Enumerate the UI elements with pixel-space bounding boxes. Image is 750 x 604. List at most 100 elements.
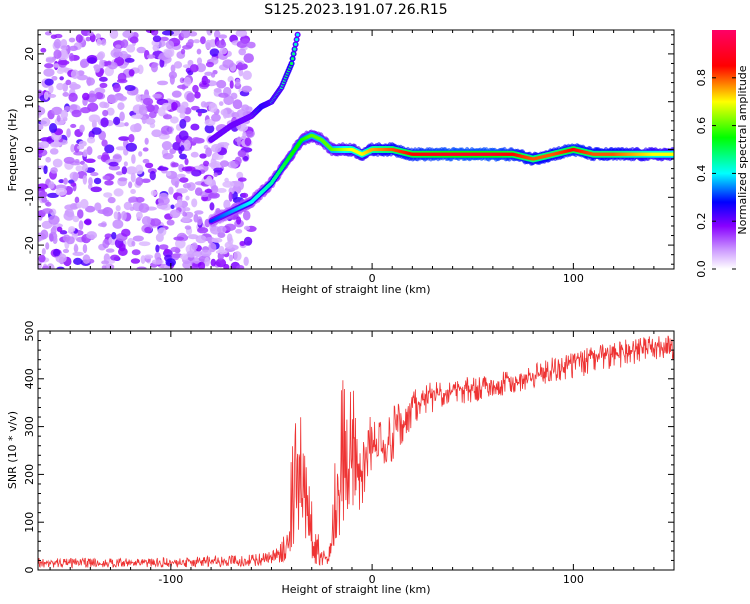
noise-blob <box>191 169 202 177</box>
noise-blob <box>69 45 78 52</box>
noise-blob <box>171 101 178 111</box>
noise-blob <box>186 250 197 258</box>
noise-blob <box>112 83 121 93</box>
noise-blob <box>158 244 169 250</box>
noise-blob <box>175 238 186 249</box>
noise-blob <box>176 173 186 178</box>
noise-blob <box>136 266 147 269</box>
noise-blob <box>209 202 215 211</box>
noise-blob <box>47 93 57 98</box>
noise-blob <box>44 31 52 36</box>
noise-blob <box>53 38 62 49</box>
x-tick-label: -100 <box>158 272 183 285</box>
snr-content <box>38 335 674 569</box>
noise-blob <box>195 108 208 114</box>
noise-blob <box>84 158 96 163</box>
noise-blob <box>228 254 234 262</box>
noise-blob <box>204 71 213 76</box>
noise-blob <box>157 106 166 117</box>
noise-blob <box>136 46 146 54</box>
noise-blob <box>138 241 151 247</box>
noise-blob <box>56 82 65 91</box>
noise-blob <box>179 153 188 160</box>
noise-blob <box>187 39 195 45</box>
noise-blob <box>243 256 249 267</box>
noise-blob <box>62 234 71 242</box>
noise-blob <box>49 148 59 155</box>
noise-blob <box>119 111 125 122</box>
noise-blob <box>131 114 143 119</box>
noise-blob <box>76 74 89 81</box>
noise-blob <box>138 151 143 157</box>
noise-blob <box>86 231 98 240</box>
noise-blob <box>217 232 226 238</box>
noise-blob <box>63 156 75 164</box>
noise-blob <box>183 76 192 87</box>
noise-blob <box>102 239 110 249</box>
noise-blob <box>190 151 199 158</box>
noise-blob <box>111 231 117 240</box>
noise-blob <box>171 162 179 168</box>
noise-blob <box>194 187 203 196</box>
branch-core <box>295 37 299 42</box>
noise-blob <box>101 38 107 46</box>
noise-blob <box>124 122 129 127</box>
noise-blob <box>39 141 50 149</box>
noise-blob <box>47 192 60 198</box>
noise-blob <box>224 223 236 232</box>
noise-blob <box>218 101 224 106</box>
noise-blob <box>166 219 175 226</box>
noise-blob <box>82 243 88 254</box>
noise-blob <box>68 37 76 43</box>
noise-blob <box>236 136 242 147</box>
noise-blob <box>80 60 88 69</box>
noise-blob <box>160 125 173 135</box>
noise-blob <box>112 219 124 229</box>
noise-blob <box>189 64 199 73</box>
noise-blob <box>170 204 175 210</box>
noise-blob <box>237 150 247 158</box>
noise-blob <box>117 102 125 111</box>
noise-blob <box>43 91 49 100</box>
noise-blob <box>52 158 63 168</box>
noise-blob <box>205 147 212 158</box>
noise-blob <box>203 160 210 167</box>
noise-blob <box>97 209 110 215</box>
noise-blob <box>237 61 244 71</box>
noise-blob <box>63 106 71 112</box>
noise-blob <box>223 199 231 210</box>
noise-blob <box>48 181 55 190</box>
noise-blob <box>181 101 189 109</box>
noise-blob <box>135 164 144 175</box>
noise-blob <box>96 52 104 61</box>
noise-blob <box>222 59 234 69</box>
noise-blob <box>118 136 130 141</box>
noise-blob <box>76 201 83 209</box>
noise-blob <box>146 104 155 113</box>
noise-blob <box>108 161 119 167</box>
noise-blob <box>204 178 213 185</box>
noise-blob <box>246 41 256 49</box>
noise-blob <box>141 178 151 184</box>
noise-blob <box>196 57 203 65</box>
noise-blob <box>208 192 220 199</box>
noise-blob <box>74 158 80 164</box>
noise-blob <box>144 137 149 145</box>
noise-blob <box>241 85 253 93</box>
snr-axes: -100 0 100 0 100 200 300 400 500 <box>23 321 675 586</box>
noise-blob <box>73 151 84 156</box>
x-tick-label: -100 <box>158 573 183 586</box>
snr-series-line <box>38 335 674 569</box>
noise-blob <box>44 63 54 69</box>
noise-blob <box>182 211 188 217</box>
noise-blob <box>235 78 241 87</box>
noise-blob <box>216 187 227 193</box>
noise-blob <box>149 170 156 181</box>
noise-blob <box>163 248 170 254</box>
noise-blob <box>87 31 94 37</box>
noise-blob <box>190 123 200 131</box>
snr-frame <box>37 330 675 571</box>
noise-blob <box>102 109 109 117</box>
noise-blob <box>182 64 192 69</box>
noise-blob <box>45 201 52 207</box>
